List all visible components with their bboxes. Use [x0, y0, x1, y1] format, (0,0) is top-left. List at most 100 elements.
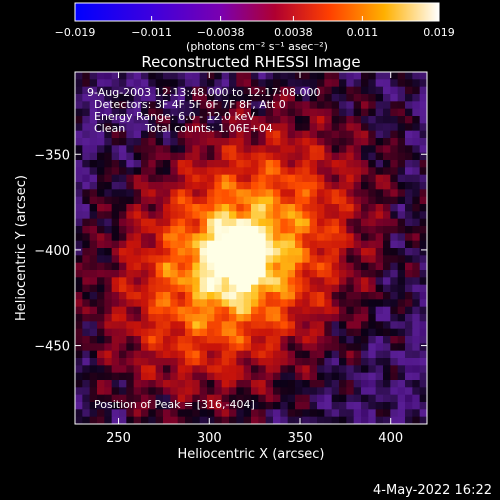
heatmap-cell — [185, 262, 193, 271]
heatmap-cell — [126, 94, 135, 102]
heatmap-cell — [317, 86, 325, 95]
heatmap-cell — [185, 365, 193, 374]
heatmap-cell — [141, 116, 149, 124]
heatmap-cell — [287, 240, 296, 249]
heatmap-cell — [214, 380, 223, 388]
heatmap-cell — [221, 314, 230, 322]
heatmap-cell — [119, 152, 127, 161]
heatmap-cell — [419, 130, 427, 139]
heatmap-cell — [258, 123, 267, 132]
colorbar-tick-label: 0.019 — [423, 26, 455, 39]
heatmap-cell — [397, 233, 406, 242]
heatmap-cell — [397, 416, 406, 424]
heatmap-cell — [89, 314, 98, 322]
heatmap-cell — [243, 86, 252, 95]
heatmap-cell — [309, 160, 318, 168]
heatmap-cell — [170, 350, 179, 359]
heatmap-cell — [221, 94, 230, 102]
heatmap-cell — [199, 321, 208, 330]
heatmap-cell — [221, 255, 230, 264]
heatmap-cell — [229, 328, 237, 337]
heatmap-cell — [163, 86, 171, 95]
heatmap-cell — [324, 416, 333, 424]
heatmap-cell — [170, 94, 179, 102]
heatmap-cell — [221, 372, 230, 381]
heatmap-cell — [148, 277, 157, 286]
heatmap-cell — [339, 86, 347, 95]
heatmap-cell — [207, 72, 215, 80]
heatmap-cell — [82, 189, 91, 198]
heatmap-cell — [397, 314, 406, 322]
heatmap-cell — [133, 350, 142, 359]
heatmap-cell — [405, 314, 413, 322]
heatmap-cell — [280, 387, 289, 396]
heatmap-cell — [229, 204, 237, 212]
heatmap-cell — [163, 240, 171, 249]
heatmap-cell — [353, 116, 362, 124]
heatmap-cell — [317, 277, 325, 286]
heatmap-cell — [104, 167, 113, 176]
heatmap-cell — [111, 328, 120, 337]
heatmap-cell — [339, 416, 347, 424]
heatmap-cell — [199, 343, 208, 352]
heatmap-cell — [126, 174, 135, 183]
heatmap-cell — [170, 409, 179, 418]
heatmap-cell — [148, 416, 157, 424]
heatmap-cell — [236, 189, 245, 198]
heatmap-cell — [346, 211, 355, 220]
heatmap-cell — [207, 160, 215, 168]
heatmap-cell — [295, 336, 303, 344]
heatmap-cell — [170, 372, 179, 381]
heatmap-cell — [141, 248, 149, 256]
heatmap-cell — [375, 255, 384, 264]
heatmap-cell — [383, 314, 391, 322]
heatmap-cell — [265, 218, 274, 227]
heatmap-cell — [273, 255, 281, 264]
heatmap-cell — [295, 380, 303, 388]
heatmap-cell — [243, 138, 252, 146]
heatmap-cell — [251, 130, 259, 139]
heatmap-cell — [353, 284, 362, 293]
heatmap-cell — [251, 372, 259, 381]
heatmap-cell — [251, 145, 259, 154]
heatmap-cell — [353, 204, 362, 212]
heatmap-cell — [148, 174, 157, 183]
heatmap-cell — [324, 101, 333, 110]
heatmap-cell — [346, 372, 355, 381]
colorbar-ticks: −0.019 −0.011 −0.0038 0.0038 0.011 0.019 — [55, 16, 455, 39]
heatmap-cell — [192, 328, 201, 337]
heatmap-cell — [177, 130, 186, 139]
heatmap-cell — [119, 72, 127, 80]
heatmap-cell — [163, 138, 171, 146]
heatmap-cell — [236, 182, 245, 190]
annotation-energy-range: Energy Range: 6.0 - 12.0 keV — [94, 110, 255, 123]
heatmap-cell — [346, 130, 355, 139]
heatmap-cell — [368, 255, 377, 264]
heatmap-cell — [317, 79, 325, 88]
heatmap-cell — [302, 277, 311, 286]
heatmap-cell — [339, 108, 347, 117]
heatmap-cell — [339, 336, 347, 344]
heatmap-cell — [287, 372, 296, 381]
heatmap-cell — [361, 204, 369, 212]
heatmap-cell — [287, 328, 296, 337]
heatmap-cell — [170, 248, 179, 256]
heatmap-cell — [368, 262, 377, 271]
heatmap-cell — [412, 130, 421, 139]
heatmap-cell — [133, 284, 142, 293]
heatmap-cell — [353, 108, 362, 117]
heatmap-cell — [133, 248, 142, 256]
heatmap-cell — [221, 145, 230, 154]
heatmap-cell — [324, 365, 333, 374]
heatmap-cell — [119, 314, 127, 322]
heatmap-cell — [273, 160, 281, 168]
heatmap-cell — [163, 328, 171, 337]
heatmap-cell — [361, 196, 369, 205]
heatmap-cell — [353, 277, 362, 286]
heatmap-cell — [111, 365, 120, 374]
heatmap-cell — [236, 211, 245, 220]
heatmap-cell — [287, 387, 296, 396]
heatmap-cell — [185, 145, 193, 154]
heatmap-cell — [280, 248, 289, 256]
heatmap-cell — [265, 211, 274, 220]
